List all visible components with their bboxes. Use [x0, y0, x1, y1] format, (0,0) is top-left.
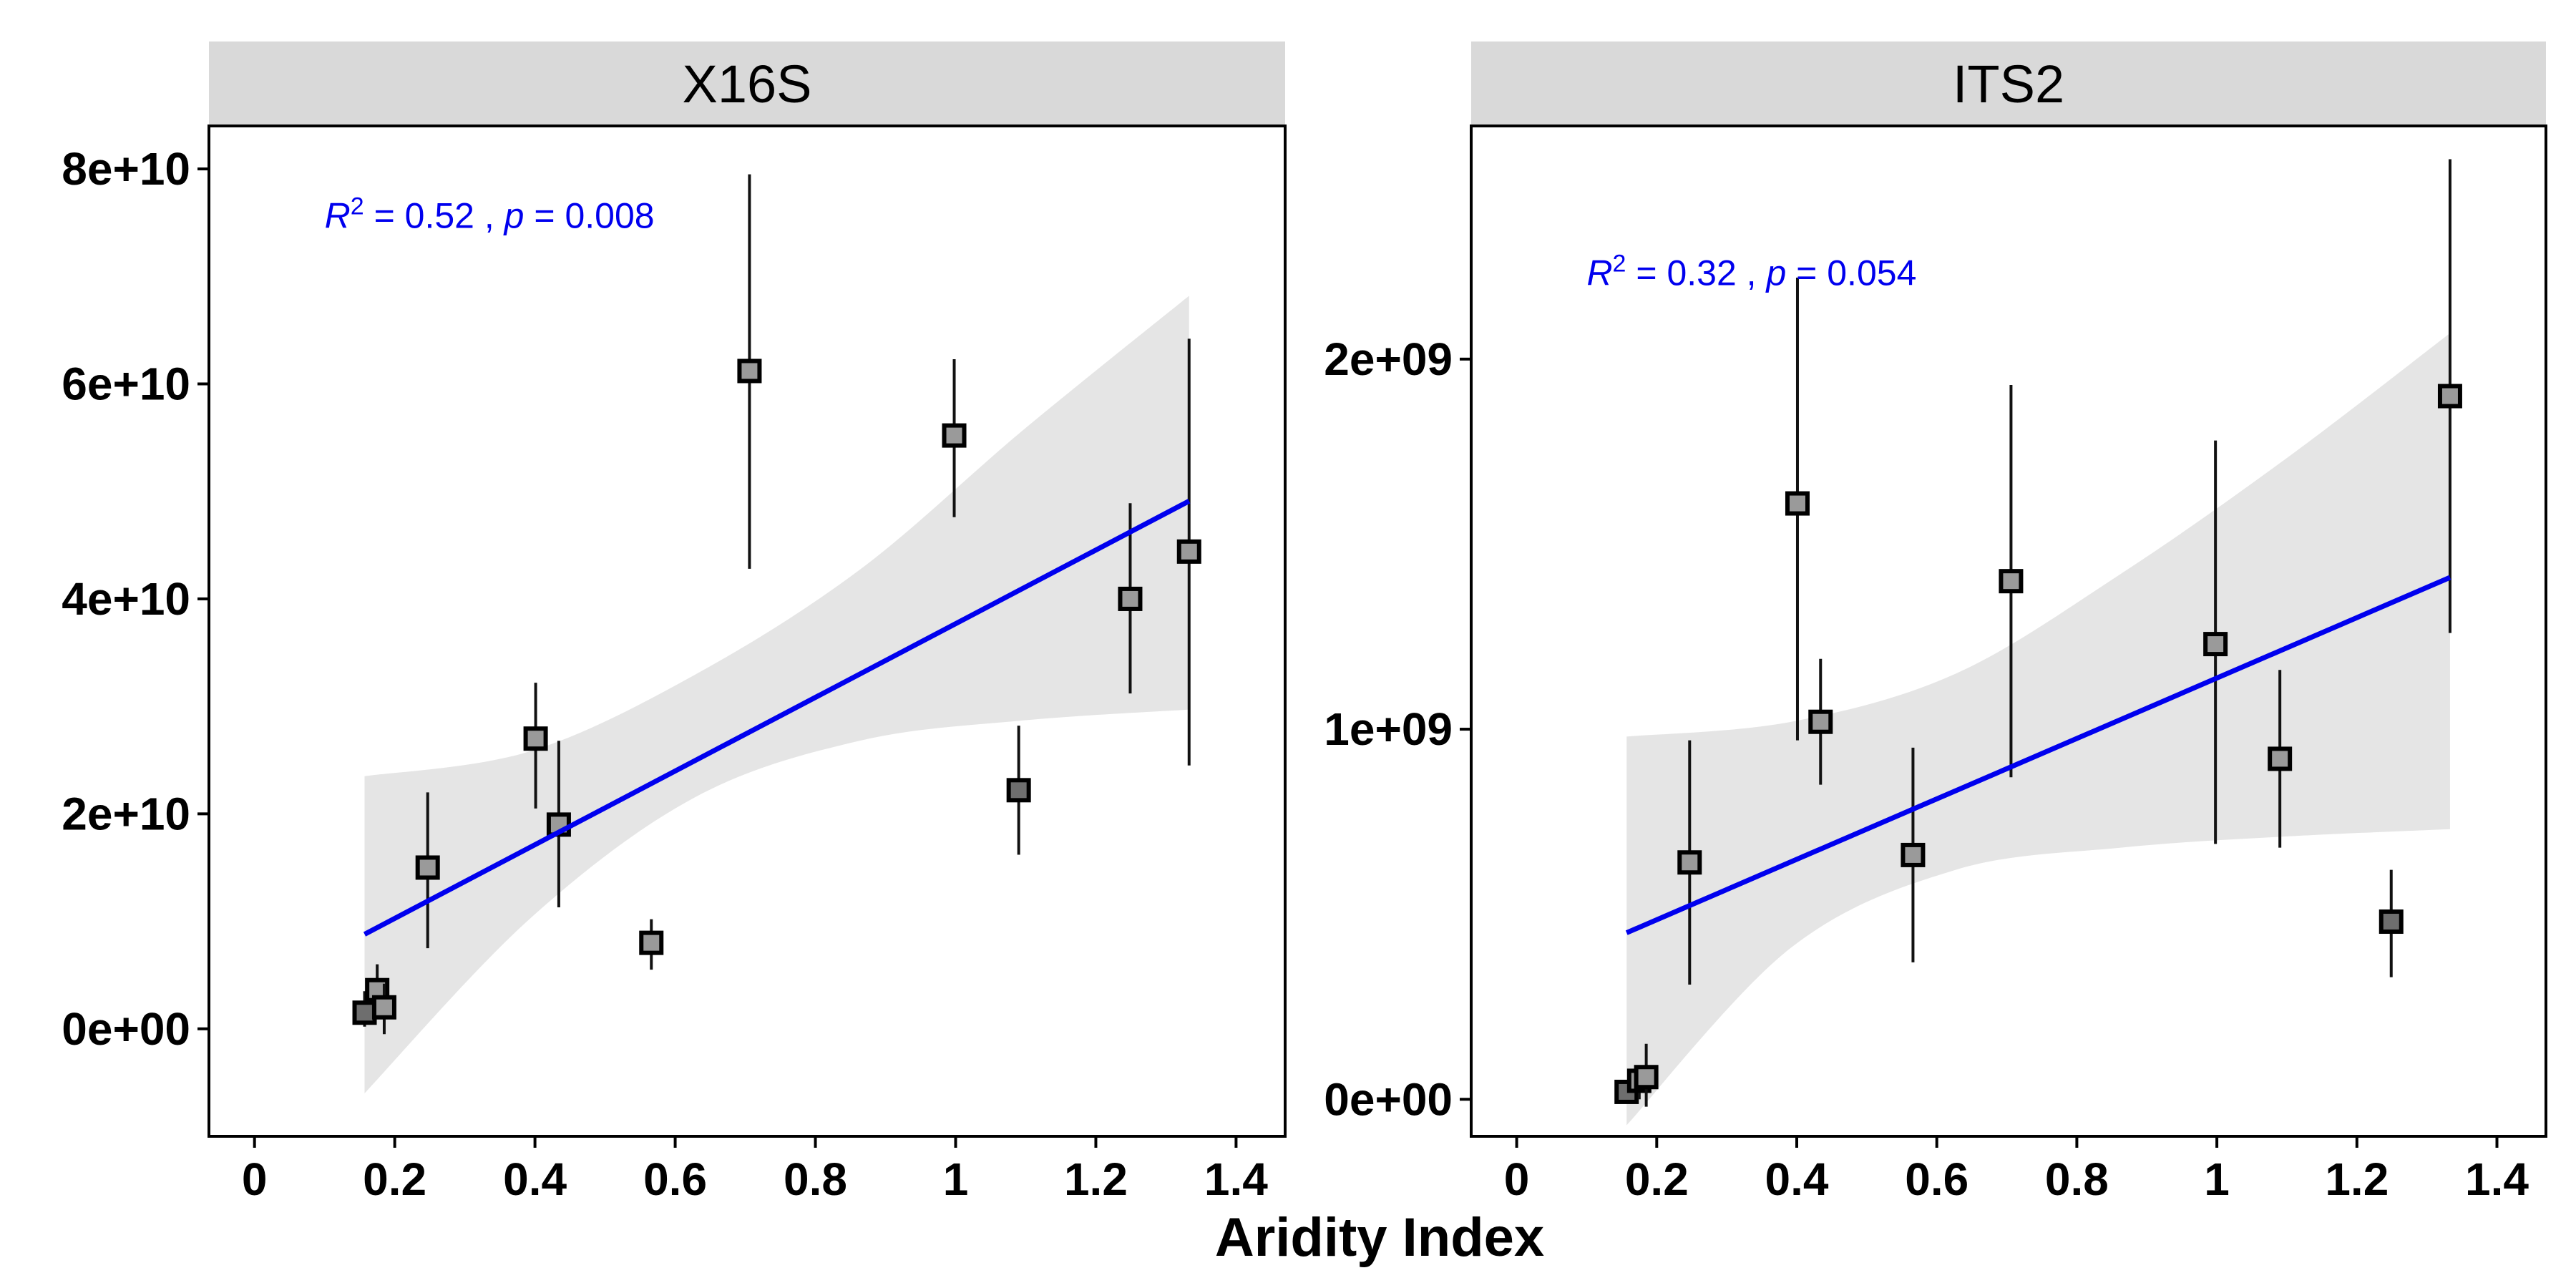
x-tick-label: 1: [943, 1153, 969, 1205]
point-marker: [1808, 709, 1833, 734]
panel-border: [208, 125, 1287, 1138]
y-tick-label: 0e+00: [62, 1003, 190, 1055]
point-marker: [737, 358, 762, 384]
data-point: [371, 983, 396, 1035]
x-tick-label: 1.4: [1204, 1153, 1268, 1205]
x-tick-label: 0.6: [643, 1153, 707, 1205]
data-point: [1785, 278, 1810, 741]
data-point: [523, 683, 548, 809]
data-point: [415, 792, 440, 949]
r2-symbol: R: [1586, 253, 1612, 293]
x-tick-label: 1.2: [2325, 1153, 2389, 1205]
data-point: [2379, 869, 2404, 977]
point-marker: [1634, 1065, 1659, 1090]
point-marker: [942, 423, 967, 448]
point-marker: [1677, 850, 1702, 875]
point-marker: [1176, 539, 1201, 564]
x-tick-label: 0: [242, 1153, 268, 1205]
y-tick-label: 2e+09: [1324, 333, 1453, 385]
regression-stats-label: R2 = 0.52 , p = 0.008: [325, 193, 655, 236]
point-marker: [2437, 384, 2462, 409]
point-marker: [1118, 586, 1143, 611]
x-tick-label: 0.8: [784, 1153, 847, 1205]
y-tick-label: 4e+10: [62, 573, 190, 625]
data-point: [1118, 503, 1143, 694]
r2-superscript: 2: [1613, 250, 1626, 277]
x-tick-label: 0.6: [1905, 1153, 1968, 1205]
x-tick-label: 0.2: [1625, 1153, 1689, 1205]
point-marker: [2203, 632, 2228, 657]
facet-strip-title: X16S: [682, 54, 811, 114]
y-tick-label: 2e+10: [62, 788, 190, 839]
y-tick-label: 6e+10: [62, 358, 190, 410]
point-marker: [639, 930, 664, 955]
y-tick-label: 8e+10: [62, 143, 190, 195]
r2-value: = 0.32 ,: [1626, 253, 1766, 293]
regression-line: [1625, 575, 2451, 935]
p-value: = 0.054: [1786, 253, 1916, 293]
point-marker: [1006, 778, 1031, 803]
facet-panel-its2: ITS2 R2 = 0.32 , p = 0.054 0 0.2 0.4 0.6 0.8 1 1…: [1324, 42, 2547, 1205]
p-symbol: p: [1765, 253, 1786, 293]
y-tick-label: 0e+00: [1324, 1073, 1453, 1125]
p-symbol: p: [503, 196, 525, 236]
x-tick-label: 0.4: [1765, 1153, 1829, 1205]
facet-strip: [209, 42, 1285, 126]
point-marker: [2268, 746, 2293, 771]
data-point: [1677, 740, 1702, 985]
data-point: [2437, 159, 2462, 633]
point-marker: [1901, 842, 1926, 867]
data-point: [1176, 338, 1201, 766]
data-point: [2268, 670, 2293, 848]
x-tick-label: 0.2: [363, 1153, 426, 1205]
panel-border: [1470, 125, 2547, 1138]
p-value: = 0.008: [524, 196, 654, 236]
x-tick-label: 1.2: [1064, 1153, 1128, 1205]
point-marker: [2379, 909, 2404, 935]
facet-strip-title: ITS2: [1953, 54, 2064, 114]
data-point: [1808, 658, 1833, 785]
data-point: [1634, 1043, 1659, 1107]
x-tick-label: 1.4: [2465, 1153, 2529, 1205]
data-point: [1006, 726, 1031, 855]
x-tick-label: 0: [1504, 1153, 1530, 1205]
facet-panel-x16s: X16S R2 = 0.52 , p = 0.008 0 0.2 0.4 0.6 0.8 1 1…: [62, 42, 1287, 1205]
x-axis-title: Aridity Index: [1215, 1207, 1544, 1268]
regression-stats-label: R2 = 0.32 , p = 0.054: [1586, 250, 1916, 293]
facet-strip: [1471, 42, 2546, 126]
r2-superscript: 2: [351, 193, 364, 220]
x-tick-label: 1: [2204, 1153, 2230, 1205]
point-marker: [352, 1000, 377, 1025]
data-point: [1999, 385, 2024, 778]
r2-value: = 0.52 ,: [364, 196, 504, 236]
point-marker: [415, 855, 440, 880]
r2-symbol: R: [325, 196, 351, 236]
point-marker: [371, 995, 396, 1020]
data-point: [1901, 747, 1926, 962]
confidence-band: [1626, 333, 2450, 1126]
point-marker: [1785, 491, 1810, 516]
data-point: [639, 919, 664, 970]
data-point: [942, 358, 967, 517]
confidence-band: [364, 296, 1189, 1093]
data-point: [737, 174, 762, 569]
point-marker: [1999, 569, 2024, 594]
x-tick-label: 0.4: [503, 1153, 567, 1205]
y-tick-label: 1e+09: [1324, 703, 1453, 755]
x-tick-label: 0.8: [2045, 1153, 2109, 1205]
point-marker: [523, 726, 548, 751]
data-point: [2203, 440, 2228, 844]
regression-line: [363, 499, 1191, 937]
